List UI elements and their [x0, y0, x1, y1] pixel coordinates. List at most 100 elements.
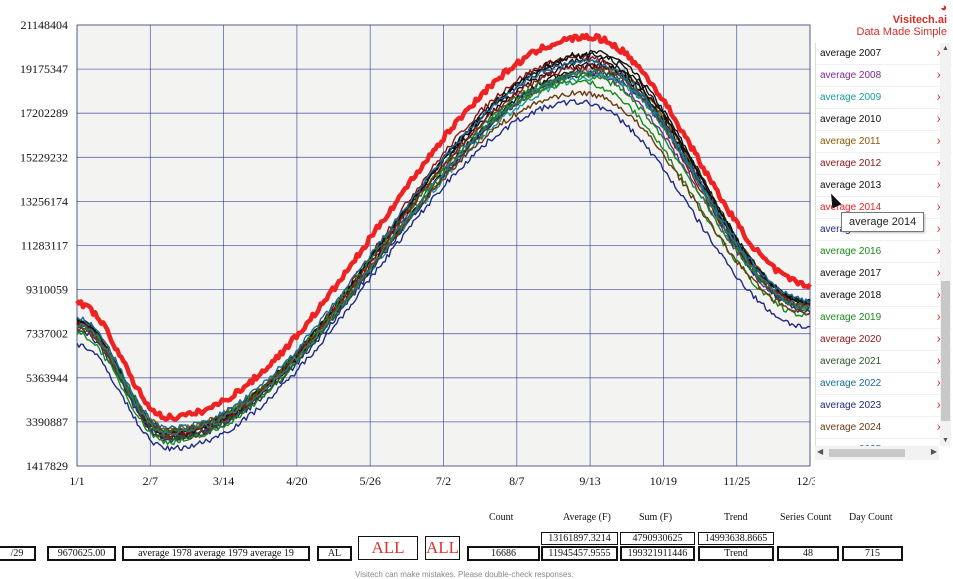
legend-item-label: average 2008 — [820, 70, 882, 81]
remove-series-icon[interactable]: x — [937, 351, 942, 372]
legend-item-label: average 2007 — [820, 48, 882, 59]
remove-series-icon[interactable]: x — [937, 241, 942, 262]
scroll-right-icon[interactable]: ▶ — [930, 447, 937, 456]
legend-item-label: average 2017 — [820, 268, 882, 279]
date-field[interactable]: /29 — [0, 546, 36, 561]
legend-list: average 2007xaverage 2008xaverage 2009xa… — [816, 43, 952, 446]
x-tick-label: 8/7 — [509, 474, 524, 488]
legend-horizontal-scrollbar[interactable]: ◀ ▶ — [815, 446, 939, 460]
y-tick-label: 7337002 — [26, 327, 68, 341]
scroll-up-icon[interactable]: ▲ — [942, 45, 949, 52]
remove-series-icon[interactable]: x — [937, 285, 942, 306]
remove-series-icon[interactable]: x — [937, 263, 942, 284]
legend-item[interactable]: average 2022 x — [816, 373, 952, 395]
legend-item[interactable]: average 2017 x — [816, 263, 952, 285]
remove-series-icon[interactable]: x — [937, 153, 942, 174]
series-list-field[interactable]: average 1978 average 1979 average 19 — [122, 546, 310, 561]
x-tick-label: 9/13 — [579, 474, 600, 488]
legend-item[interactable]: average 2008 x — [816, 65, 952, 87]
legend-item[interactable]: average 2007 x — [816, 43, 952, 65]
legend-item[interactable]: average 2013 x — [816, 175, 952, 197]
y-axis-ticks: 21148404 19175347 17202289 15229232 13256174… — [20, 18, 68, 473]
y-tick-label: 13256174 — [20, 194, 68, 208]
trend-header: Trend — [724, 512, 748, 523]
legend-item[interactable]: average 2021 x — [816, 351, 952, 373]
legend-item[interactable]: average 2024 x — [816, 417, 952, 439]
legend-item[interactable]: average 2011 x — [816, 131, 952, 153]
average-top-value: 13161897.3214 — [541, 532, 618, 545]
legend-scroll-thumb[interactable] — [941, 281, 950, 421]
y-tick-label: 1417829 — [26, 459, 68, 473]
legend-item-label: average 2023 — [820, 400, 882, 411]
series-lines — [75, 32, 812, 452]
select-all-button[interactable]: ALL — [358, 536, 418, 560]
remove-series-icon[interactable]: x — [937, 43, 942, 64]
average-bottom-value: 11945457.9555 — [541, 546, 618, 561]
sum-header: Sum (F) — [639, 512, 673, 523]
sum-top-value: 4790930625 — [620, 532, 695, 545]
trend-bottom-value: Trend — [698, 546, 774, 561]
legend-item-label: average 2018 — [820, 290, 882, 301]
series-line-average-2014[interactable] — [75, 32, 812, 422]
remove-series-icon[interactable]: x — [937, 219, 942, 240]
legend-item-label: average 2016 — [820, 246, 882, 257]
y-tick-label: 5363944 — [26, 371, 68, 385]
x-tick-label: 11/25 — [723, 474, 750, 488]
remove-series-icon[interactable]: x — [937, 197, 942, 218]
legend-item[interactable]: average 2023 x — [816, 395, 952, 417]
legend-panel: average 2007xaverage 2008xaverage 2009xa… — [815, 43, 952, 446]
legend-item[interactable]: average 2019 x — [816, 307, 952, 329]
series-select-field[interactable]: AL — [317, 546, 352, 561]
value-field[interactable]: 9670625.00 — [47, 546, 116, 561]
series-line-average-2025[interactable] — [76, 69, 811, 437]
legend-item[interactable]: average 2018 x — [816, 285, 952, 307]
remove-series-icon[interactable]: x — [937, 307, 942, 328]
remove-series-icon[interactable]: x — [937, 439, 942, 446]
legend-hscroll-thumb[interactable] — [829, 449, 905, 457]
legend-item-label: average 2022 — [820, 378, 882, 389]
legend-item[interactable]: average 2010 x — [816, 109, 952, 131]
scroll-down-icon[interactable]: ▼ — [942, 437, 949, 444]
x-tick-label: 4/20 — [286, 474, 307, 488]
legend-item-label: average 2011 — [820, 136, 881, 147]
series-line-average-2019[interactable] — [76, 72, 811, 434]
x-tick-label: 1/1 — [69, 474, 84, 488]
legend-item[interactable]: average 2012 x — [816, 153, 952, 175]
legend-item-label: average 2021 — [820, 356, 882, 367]
legend-item-label: average 2025 — [820, 444, 881, 446]
legend-item[interactable]: average 2020 x — [816, 329, 952, 351]
legend-item[interactable]: average 2009 x — [816, 87, 952, 109]
x-tick-label: 12/31 — [796, 474, 815, 488]
series-line-average-2022[interactable] — [76, 58, 811, 432]
remove-series-icon[interactable]: x — [937, 87, 942, 108]
remove-series-icon[interactable]: x — [937, 373, 942, 394]
series-line-average-2023[interactable] — [76, 99, 811, 452]
legend-item[interactable]: average 2016 x — [816, 241, 952, 263]
legend-item-label: average 2020 — [820, 334, 882, 345]
y-tick-label: 11283117 — [21, 239, 68, 253]
remove-series-icon[interactable]: x — [937, 329, 942, 350]
remove-series-icon[interactable]: x — [937, 175, 942, 196]
remove-series-icon[interactable]: x — [937, 65, 942, 86]
y-tick-label: 19175347 — [20, 62, 68, 76]
legend-vertical-scrollbar[interactable]: ▲ ▼ — [940, 43, 951, 446]
average-header: Average (F) — [563, 512, 611, 523]
legend-item-label: average 2019 — [820, 312, 882, 323]
legend-item[interactable]: average 2025 x — [816, 439, 952, 446]
remove-series-icon[interactable]: x — [937, 417, 942, 438]
y-tick-label: 21148404 — [20, 18, 68, 32]
remove-series-icon[interactable]: x — [937, 109, 942, 130]
remove-series-icon[interactable]: x — [937, 395, 942, 416]
y-tick-label: 17202289 — [20, 106, 68, 120]
remove-series-icon[interactable]: x — [937, 131, 942, 152]
brand-name: Visitech.ai — [892, 14, 947, 26]
clear-all-button[interactable]: ALL — [425, 536, 460, 560]
scroll-left-icon[interactable]: ◀ — [817, 447, 824, 456]
series-tooltip: average 2014 — [841, 212, 925, 232]
x-tick-label: 3/14 — [213, 474, 234, 488]
brand-mark-icon: ◕ — [940, 2, 947, 14]
series-count-value: 48 — [777, 546, 839, 561]
x-tick-label: 5/26 — [360, 474, 381, 488]
legend-item-label: average 2012 — [820, 158, 882, 169]
brand-tagline: Data Made Simple — [856, 26, 948, 38]
